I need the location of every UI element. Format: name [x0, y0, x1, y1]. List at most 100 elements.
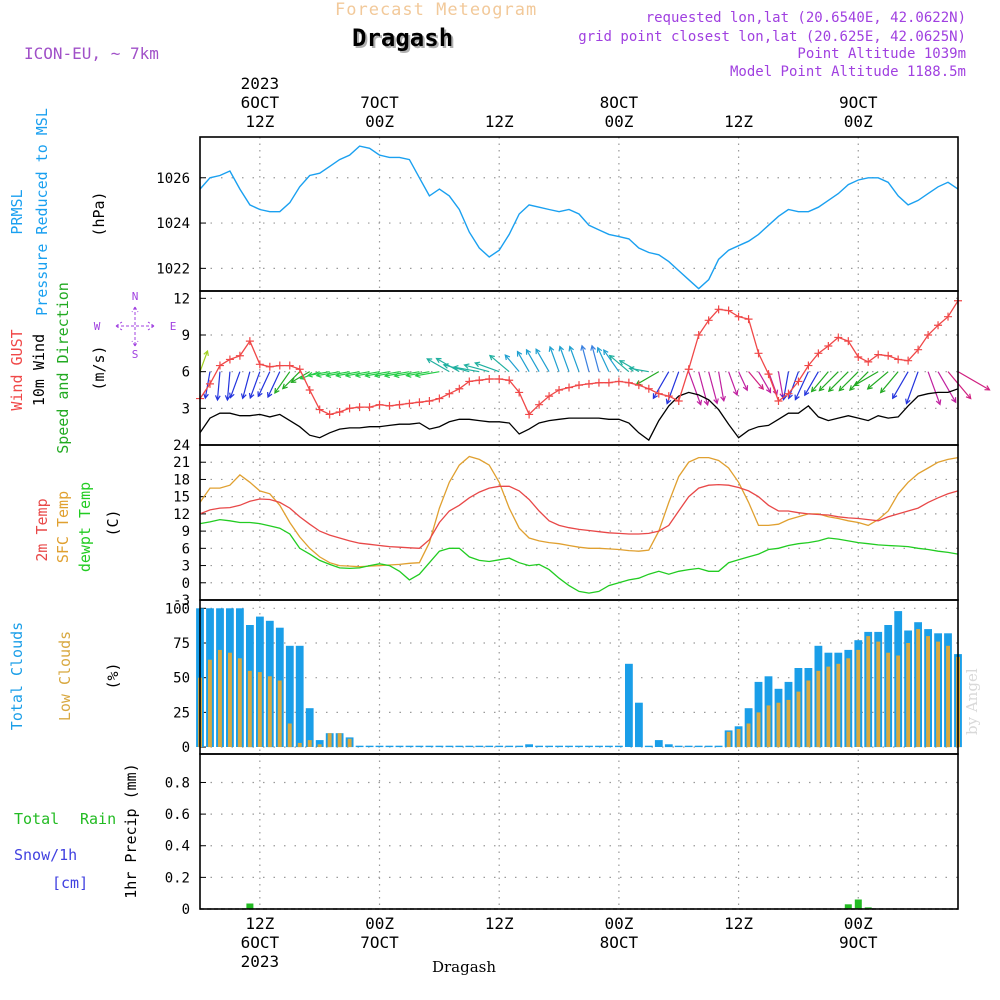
total-cloud-bar [565, 745, 573, 748]
low-cloud-bar [337, 733, 342, 748]
wind-direction-arrowhead [267, 392, 273, 399]
wind-gust-marker [704, 316, 713, 325]
total-cloud-bar [644, 745, 653, 748]
wind-gust-marker [425, 397, 434, 405]
wind-gust-marker [225, 355, 234, 364]
wind-direction-arrow [777, 371, 784, 398]
temp-2m-line [199, 483, 959, 549]
wind-direction-arrowhead [435, 357, 442, 364]
wind-direction-arrow [818, 371, 839, 392]
wind-gust-marker [774, 397, 783, 405]
wind-direction-arrowhead [720, 395, 726, 403]
total-cloud-bar [535, 745, 543, 748]
wind-gust-marker [624, 378, 633, 387]
rain-bar [854, 899, 862, 909]
wind-gust-marker [335, 408, 344, 416]
clouds-ytick-label: 75 [173, 636, 190, 652]
wind-direction-arrowhead [827, 386, 834, 393]
low-cloud-bar [307, 740, 312, 747]
wind-direction-arrow [688, 371, 702, 405]
wind-direction-arrowhead [535, 348, 541, 355]
wind-direction-arrowhead [696, 399, 703, 406]
wind-direction-arrowhead [596, 346, 603, 353]
temp-ytick-label: 18 [173, 472, 190, 488]
wind-direction-arrow [927, 371, 941, 405]
wind-direction-arrow [581, 345, 590, 372]
low-cloud-bar [826, 666, 831, 748]
temp-ytick-label: 0 [182, 576, 190, 592]
wind-gust-marker [594, 378, 603, 387]
total-cloud-bar [615, 745, 623, 748]
wind-direction-arrowhead [665, 398, 672, 405]
total-cloud-bar [505, 745, 514, 748]
temp-ytick-label: -3 [173, 593, 190, 609]
bottom-time-label: 00Z [844, 914, 873, 933]
wind-gust-marker [555, 386, 564, 394]
wind-direction-arrow [591, 345, 600, 372]
pressure-ytick-label: 1022 [156, 261, 190, 277]
wind-gust-marker [924, 331, 933, 339]
temp-ytick-label: 24 [173, 438, 190, 454]
wind-gust-marker [455, 384, 464, 393]
wind-direction-arrow [267, 371, 281, 398]
wind-direction-arrow [282, 371, 301, 390]
wind-direction-arrow [199, 350, 209, 372]
precip-unit: 1hr Precip (mm) [122, 763, 140, 898]
total-cloud-bar [295, 645, 304, 748]
wind-direction-arrow [804, 371, 819, 396]
author-credit: by Angel [963, 668, 981, 735]
top-time-label: 12Z [485, 112, 514, 131]
wind-direction-arrowhead [525, 348, 532, 355]
wind-gust-marker [515, 388, 524, 397]
low-cloud-bar [726, 731, 731, 748]
wind-direction-arrowhead [364, 372, 371, 379]
bottom-time-label: 00Z [365, 914, 394, 933]
wind-direction-arrowhead [373, 372, 380, 379]
wind-direction-arrow [794, 371, 809, 400]
total-cloud-bar [684, 745, 693, 748]
bottom-time-label: 6OCT [241, 933, 280, 952]
wind-direction-arrowhead [203, 393, 209, 400]
wind-direction-arrow [892, 371, 909, 399]
wind-gust-line [199, 300, 959, 416]
wind-direction-arrowhead [838, 385, 845, 392]
total-cloud-bar [385, 745, 394, 748]
model-name: ICON-EU, ~ 7km [24, 44, 159, 63]
wind-gust-marker [255, 360, 264, 369]
wind-direction-arrowhead [452, 365, 459, 371]
wind-gust-marker [405, 399, 414, 408]
pressure-line [199, 145, 959, 290]
wind-direction-arrowhead [442, 363, 449, 369]
wind-direction-arrowhead [818, 385, 825, 392]
pressure-label-prmsl: PRMSL [8, 189, 26, 234]
wind-gust-marker [804, 361, 813, 370]
wind-direction-arrow [635, 371, 660, 386]
low-cloud-bar [287, 723, 292, 748]
top-time-label: 7OCT [360, 93, 399, 112]
wind-direction-arrow [708, 371, 718, 404]
wind-direction-arrowhead [781, 394, 788, 401]
wind-direction-arrowhead [853, 380, 860, 387]
temp-ytick-label: 6 [182, 541, 190, 557]
clouds-label-total: Total Clouds [8, 622, 26, 730]
wind-gust-marker [525, 410, 534, 419]
low-cloud-bar [796, 691, 801, 748]
total-cloud-bar [694, 745, 703, 748]
low-cloud-bar [946, 645, 950, 748]
top-time-label: 12Z [724, 112, 753, 131]
low-cloud-bar [327, 733, 332, 748]
wind-gust-marker [215, 361, 224, 370]
wind-direction-arrowhead [603, 348, 609, 356]
wind-gust-marker [435, 394, 444, 403]
wind-direction-arrowhead [224, 395, 231, 402]
top-time-label: 6OCT [241, 93, 280, 112]
low-cloud-bar [936, 641, 940, 747]
wind-direction-arrow [758, 371, 772, 393]
wind-direction-arrowhead [325, 372, 332, 378]
clouds-unit: (%) [104, 662, 122, 689]
total-cloud-bar [575, 745, 583, 748]
wind-gust-marker [495, 375, 504, 383]
wind-direction-arrowhead [516, 350, 523, 357]
wind-ytick-label: 12 [173, 291, 190, 307]
wind-direction-arrowhead [248, 392, 255, 400]
